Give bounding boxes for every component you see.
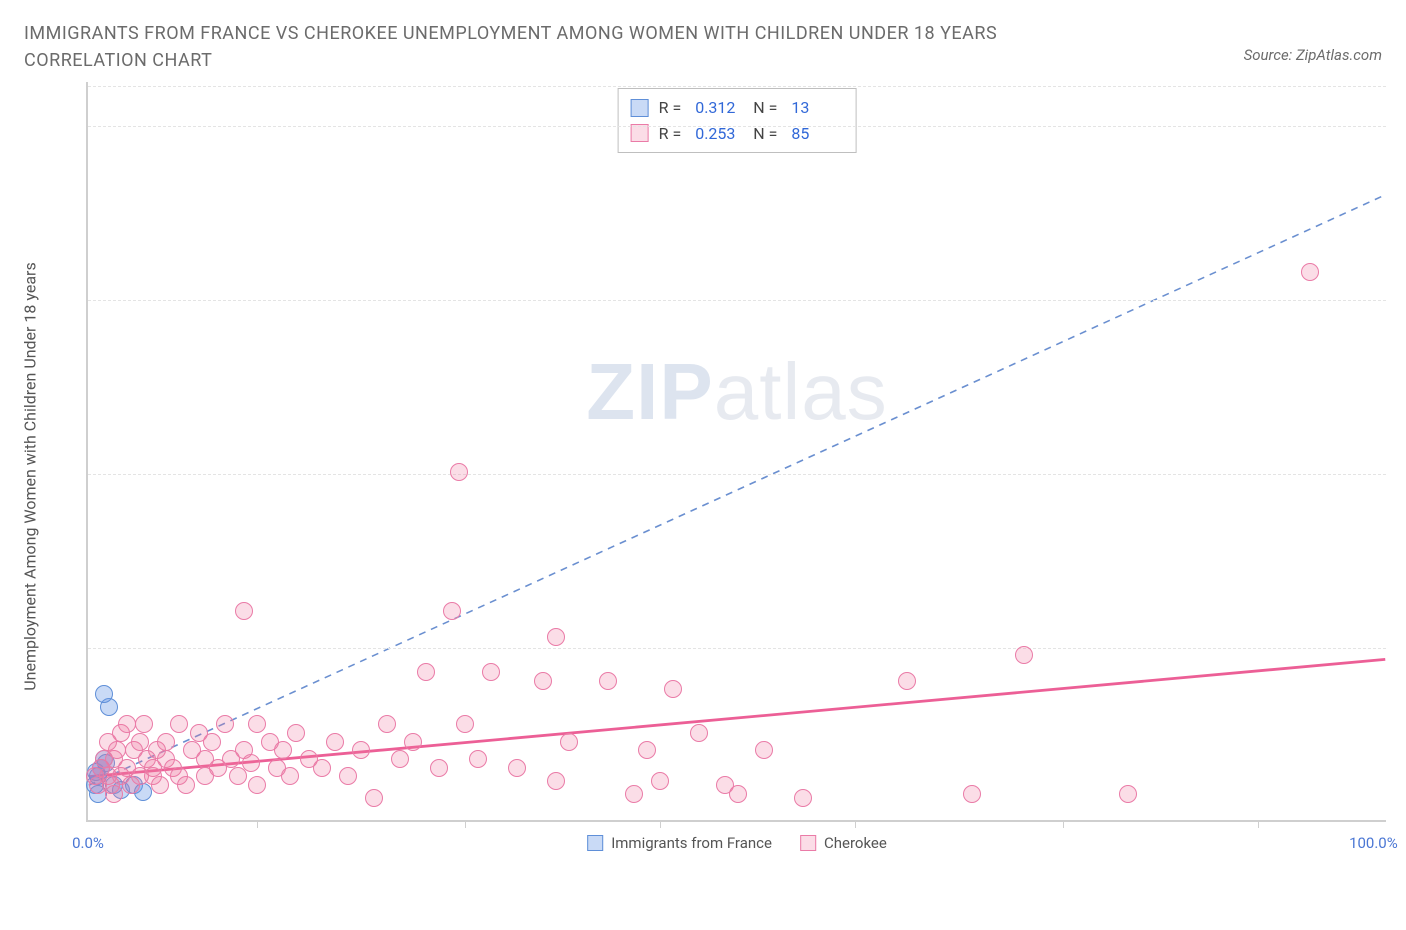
x-tick bbox=[660, 820, 661, 828]
legend-label: Cherokee bbox=[824, 834, 887, 852]
scatter-point-cherokee bbox=[547, 628, 565, 646]
scatter-point-cherokee bbox=[547, 772, 565, 790]
scatter-point-cherokee bbox=[281, 767, 299, 785]
legend-swatch bbox=[631, 124, 649, 142]
legend-label: Immigrants from France bbox=[611, 834, 772, 852]
scatter-point-cherokee bbox=[118, 715, 136, 733]
legend-row: R =0.312N =13 bbox=[631, 95, 840, 121]
scatter-point-cherokee bbox=[898, 672, 916, 690]
x-tick bbox=[1258, 820, 1259, 828]
scatter-point-cherokee bbox=[177, 776, 195, 794]
legend-item: Immigrants from France bbox=[587, 834, 772, 852]
scatter-point-cherokee bbox=[1015, 646, 1033, 664]
scatter-point-cherokee bbox=[105, 785, 123, 803]
scatter-point-cherokee bbox=[560, 733, 578, 751]
gridline bbox=[88, 126, 1386, 127]
x-tick-label: 100.0% bbox=[1349, 834, 1398, 852]
chart-container: Unemployment Among Women with Children U… bbox=[66, 82, 1386, 852]
scatter-point-cherokee bbox=[313, 759, 331, 777]
scatter-point-cherokee bbox=[248, 776, 266, 794]
scatter-point-cherokee bbox=[1119, 785, 1137, 803]
scatter-point-cherokee bbox=[326, 733, 344, 751]
scatter-point-cherokee bbox=[651, 772, 669, 790]
series-legend: Immigrants from France Cherokee bbox=[587, 834, 887, 852]
scatter-point-cherokee bbox=[794, 789, 812, 807]
scatter-point-cherokee bbox=[534, 672, 552, 690]
chart-title: IMMIGRANTS FROM FRANCE VS CHEROKEE UNEMP… bbox=[24, 20, 1124, 74]
scatter-point-cherokee bbox=[690, 724, 708, 742]
scatter-point-cherokee bbox=[378, 715, 396, 733]
source-label: Source: ZipAtlas.com bbox=[1244, 46, 1382, 64]
scatter-point-cherokee bbox=[443, 602, 461, 620]
scatter-point-cherokee bbox=[729, 785, 747, 803]
scatter-point-cherokee bbox=[417, 663, 435, 681]
scatter-point-cherokee bbox=[755, 741, 773, 759]
scatter-point-cherokee bbox=[599, 672, 617, 690]
scatter-point-cherokee bbox=[1301, 263, 1319, 281]
scatter-point-cherokee bbox=[482, 663, 500, 681]
scatter-point-cherokee bbox=[248, 715, 266, 733]
scatter-point-cherokee bbox=[339, 767, 357, 785]
scatter-point-cherokee bbox=[391, 750, 409, 768]
legend-row: R =0.253N =85 bbox=[631, 121, 840, 147]
scatter-point-cherokee bbox=[625, 785, 643, 803]
scatter-point-cherokee bbox=[170, 715, 188, 733]
gridline bbox=[88, 474, 1386, 475]
scatter-point-cherokee bbox=[638, 741, 656, 759]
scatter-point-cherokee bbox=[450, 463, 468, 481]
gridline bbox=[88, 300, 1386, 301]
scatter-point-cherokee bbox=[131, 733, 149, 751]
scatter-point-cherokee bbox=[365, 789, 383, 807]
scatter-point-cherokee bbox=[963, 785, 981, 803]
x-tick bbox=[257, 820, 258, 828]
gridline bbox=[88, 86, 1386, 87]
scatter-point-cherokee bbox=[242, 754, 260, 772]
scatter-point-cherokee bbox=[157, 733, 175, 751]
legend-swatch bbox=[800, 835, 816, 851]
x-tick bbox=[855, 820, 856, 828]
scatter-point-france bbox=[95, 685, 113, 703]
legend-swatch bbox=[587, 835, 603, 851]
scatter-point-cherokee bbox=[108, 741, 126, 759]
legend-item: Cherokee bbox=[800, 834, 887, 852]
scatter-point-cherokee bbox=[287, 724, 305, 742]
scatter-point-cherokee bbox=[469, 750, 487, 768]
legend-swatch bbox=[631, 99, 649, 117]
correlation-legend: R =0.312N =13R =0.253N =85 bbox=[618, 88, 857, 153]
x-tick bbox=[465, 820, 466, 828]
scatter-point-cherokee bbox=[404, 733, 422, 751]
scatter-point-cherokee bbox=[274, 741, 292, 759]
scatter-point-cherokee bbox=[135, 715, 153, 733]
scatter-point-cherokee bbox=[430, 759, 448, 777]
y-axis-label: Unemployment Among Women with Children U… bbox=[21, 262, 40, 690]
x-tick bbox=[1063, 820, 1064, 828]
scatter-point-cherokee bbox=[456, 715, 474, 733]
scatter-point-cherokee bbox=[508, 759, 526, 777]
regression-lines bbox=[88, 82, 1386, 820]
watermark: ZIPatlas bbox=[586, 346, 887, 438]
gridline bbox=[88, 648, 1386, 649]
scatter-point-cherokee bbox=[203, 733, 221, 751]
scatter-point-cherokee bbox=[235, 602, 253, 620]
plot-area: ZIPatlas R =0.312N =13R =0.253N =85 Immi… bbox=[86, 82, 1386, 822]
x-tick-label: 0.0% bbox=[72, 834, 104, 852]
scatter-point-cherokee bbox=[352, 741, 370, 759]
scatter-point-cherokee bbox=[151, 776, 169, 794]
scatter-point-cherokee bbox=[216, 715, 234, 733]
scatter-point-cherokee bbox=[664, 680, 682, 698]
